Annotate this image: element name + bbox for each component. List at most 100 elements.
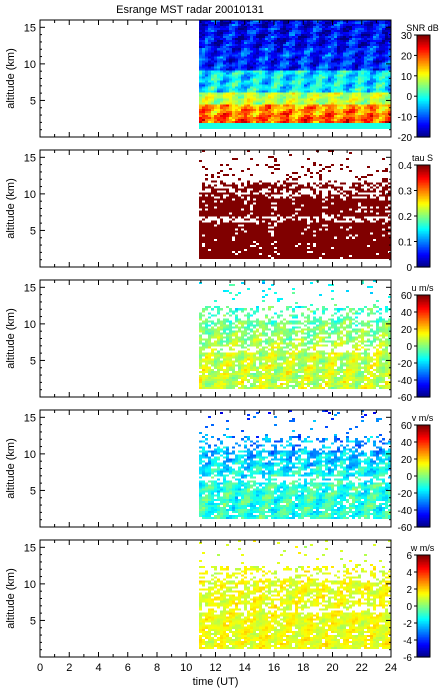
colorbar-segment: [417, 379, 430, 382]
y-tick-label: 10: [24, 449, 36, 461]
colorbar-segment: [417, 106, 430, 109]
y-tick-label: 15: [24, 152, 36, 164]
colorbar-segment: [417, 360, 430, 363]
colorbar-segment: [417, 583, 430, 586]
colorbar-segment: [417, 577, 430, 580]
colorbar-segment: [417, 610, 430, 613]
colorbar-segment: [417, 208, 430, 211]
colorbar-segment: [417, 320, 430, 323]
colorbar-segment: [417, 168, 430, 171]
colorbar-segment: [417, 295, 430, 298]
x-tick-label: 6: [125, 662, 131, 674]
colorbar-segment: [417, 180, 430, 184]
colorbar-segment: [417, 506, 430, 509]
colorbar-frame: [416, 34, 431, 138]
y-tick-label: 5: [30, 485, 36, 497]
colorbar-segment: [417, 599, 430, 602]
colorbar-tick-label: 40: [401, 438, 413, 449]
colorbar-segment: [417, 211, 430, 214]
colorbar-segment: [417, 588, 430, 591]
colorbar-segment: [417, 133, 430, 137]
colorbar-segment: [417, 644, 430, 647]
colorbar-segment: [417, 206, 430, 209]
colorbar-segment: [417, 512, 430, 515]
colorbar-segment: [417, 257, 430, 260]
y-axis-label: altitude (km): [5, 48, 17, 109]
colorbar-segment: [417, 463, 430, 466]
colorbar-segment: [417, 328, 430, 331]
colorbar-segment: [417, 515, 430, 519]
colorbar-segment: [417, 73, 430, 76]
colorbar-segment: [417, 522, 430, 525]
colorbar-tick-label: 10: [401, 72, 413, 83]
colorbar-tick-label: 0: [406, 263, 412, 274]
heatmap-u: [40, 280, 391, 397]
colorbar-segment: [417, 514, 430, 517]
y-axis-label: altitude (km): [5, 308, 17, 369]
colorbar-segment: [417, 330, 430, 333]
colorbar-segment: [417, 238, 430, 241]
colorbar-segment: [417, 652, 430, 655]
colorbar-segment: [417, 182, 430, 185]
colorbar-segment: [417, 625, 430, 628]
colorbar-segment: [417, 468, 430, 471]
colorbar-tick-label: -40: [398, 506, 413, 517]
colorbar-segment: [417, 244, 430, 247]
colorbar-segment: [417, 338, 430, 341]
colorbar-segment: [417, 350, 430, 353]
y-tick-label: 10: [24, 319, 36, 331]
colorbar-segment: [417, 259, 430, 262]
colorbar-segment: [417, 121, 430, 124]
colorbar-segment: [417, 298, 430, 301]
colorbar-segment: [417, 509, 430, 512]
colorbar-segment: [417, 68, 430, 71]
colorbar-segment: [417, 432, 430, 436]
y-axis-label: altitude (km): [5, 438, 17, 499]
colorbar-segment: [417, 46, 430, 49]
colorbar-segment: [417, 255, 430, 259]
colorbar-segment: [417, 444, 430, 447]
colorbar-segment: [417, 239, 430, 243]
colorbar-segment: [417, 76, 430, 79]
colorbar-segment: [417, 203, 430, 206]
colorbar-segment: [417, 615, 430, 618]
colorbar-tick-label: -10: [398, 113, 413, 124]
colorbar-segment: [417, 187, 430, 190]
colorbar-segment: [417, 132, 430, 135]
colorbar-segment: [417, 220, 430, 223]
colorbar-segment: [417, 483, 430, 487]
colorbar-segment: [417, 498, 430, 501]
colorbar-segment: [417, 216, 430, 219]
colorbar-segment: [417, 636, 430, 639]
colorbar-segment: [417, 355, 430, 358]
colorbar-segment: [417, 214, 430, 217]
colorbar-segment: [417, 387, 430, 390]
colorbar-segment: [417, 310, 430, 314]
colorbar-segment: [417, 490, 430, 493]
colorbar-segment: [417, 596, 430, 599]
colorbar-tick-label: 4: [406, 568, 412, 579]
colorbar-segment: [417, 559, 430, 562]
colorbar-segment: [417, 228, 430, 231]
colorbar-tick-label: 20: [401, 51, 413, 62]
colorbar-segment: [417, 54, 430, 57]
colorbar-segment: [417, 349, 430, 352]
colorbar-segment: [417, 458, 430, 461]
colorbar-segment: [417, 342, 430, 346]
colorbar-segment: [417, 609, 430, 612]
colorbar-tick-label: 0.3: [398, 187, 412, 198]
colorbar-segment: [417, 58, 430, 62]
heatmap-tau: [40, 150, 391, 267]
colorbar-segment: [417, 586, 430, 590]
colorbar-segment: [417, 460, 430, 463]
colorbar-segment: [417, 196, 430, 200]
y-tick-label: 5: [30, 225, 36, 237]
colorbar-segment: [417, 426, 430, 429]
colorbar-segment: [417, 101, 430, 105]
colorbar-segment: [417, 491, 430, 495]
colorbar-segment: [417, 122, 430, 125]
colorbar-segment: [417, 304, 430, 307]
colorbar-tick-label: -20: [398, 133, 413, 144]
colorbar-segment: [417, 50, 430, 54]
